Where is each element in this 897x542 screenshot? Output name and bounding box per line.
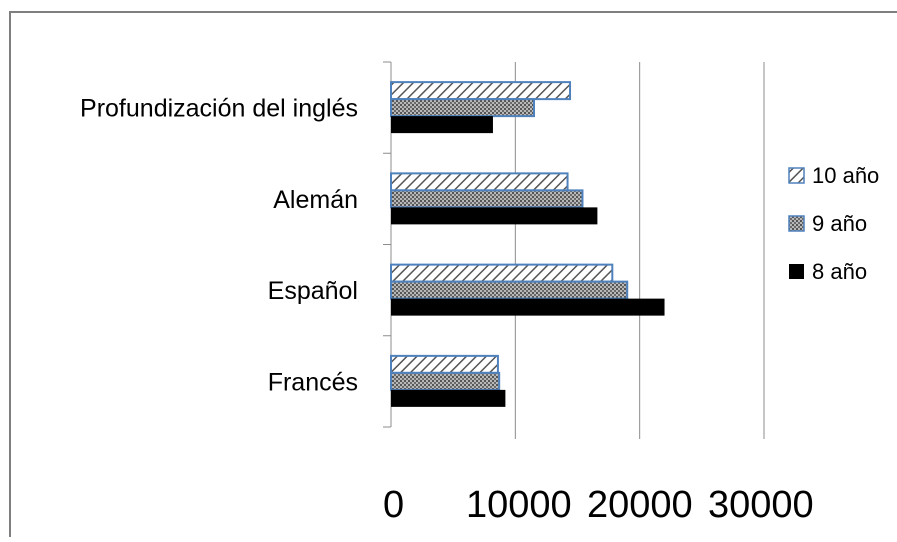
bar-10-año-0 <box>390 354 499 374</box>
bar-10-año-1 <box>390 263 614 283</box>
legend-label: 9 año <box>812 211 867 236</box>
category-label: Profundización del inglés <box>80 95 358 123</box>
bar-9-año-1 <box>390 280 629 300</box>
bar-9-año-2 <box>390 189 584 209</box>
bar-8-año-1 <box>391 298 665 316</box>
category-label: Alemán <box>273 186 358 214</box>
category-label: Español <box>268 277 358 305</box>
bar-10-año-3 <box>390 81 572 101</box>
legend-swatch <box>788 167 805 184</box>
legend-label: 8 año <box>812 259 867 284</box>
bar-8-año-0 <box>391 389 506 407</box>
bar-9-año-0 <box>390 371 501 391</box>
category-label: Francés <box>268 368 358 396</box>
x-tick-label: 20000 <box>587 484 693 526</box>
bar-8-año-3 <box>391 116 493 134</box>
bar-9-año-3 <box>390 98 535 118</box>
bar-10-año-2 <box>390 172 569 192</box>
x-tick-label: 10000 <box>466 484 572 526</box>
bar-8-año-2 <box>391 207 598 225</box>
x-tick-label: 30000 <box>708 484 814 526</box>
x-tick-label: 0 <box>383 484 404 526</box>
legend-swatch <box>788 215 805 232</box>
legend-swatch <box>789 264 804 279</box>
legend-label: 10 año <box>812 163 879 188</box>
